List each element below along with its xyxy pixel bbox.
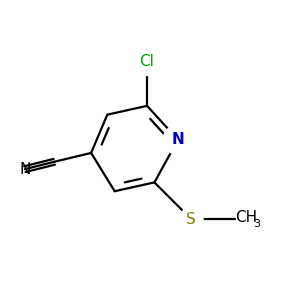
Text: S: S (186, 212, 196, 227)
Text: CH: CH (236, 210, 257, 225)
Text: N: N (172, 132, 184, 147)
Text: N: N (19, 162, 31, 177)
Text: 3: 3 (254, 219, 261, 229)
Circle shape (163, 125, 193, 154)
Text: Cl: Cl (140, 54, 154, 69)
Circle shape (179, 207, 203, 231)
